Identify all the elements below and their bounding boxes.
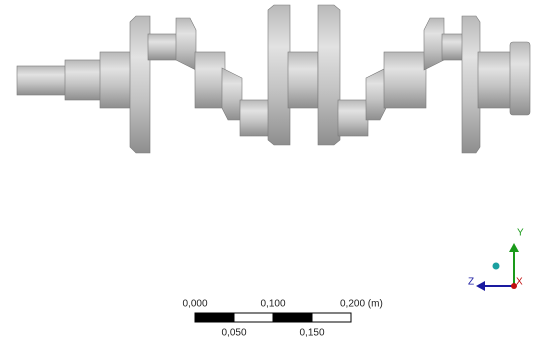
viewport: 0,000 0,100 0,200 (m) 0,050 0,150 Y Z X <box>0 0 534 345</box>
scale-label: 0,200 (m) <box>340 299 383 310</box>
x-axis-label: X <box>516 277 523 288</box>
page: {"scale_bar": {"top_labels": ["0,000", "… <box>0 0 534 345</box>
view-point <box>493 263 500 270</box>
scale-segment <box>195 313 234 322</box>
scale-bar: 0,000 0,100 0,200 (m) 0,050 0,150 <box>182 299 382 339</box>
scale-segment <box>234 313 273 322</box>
crankshaft-model <box>17 5 530 153</box>
axis-triad: Y Z X <box>468 228 524 291</box>
scale-segment <box>312 313 351 322</box>
scale-segment <box>273 313 312 322</box>
scale-label: 0,150 <box>299 328 324 339</box>
z-arrow-head <box>476 281 485 291</box>
scale-label: 0,100 <box>260 299 285 310</box>
scale-label: 0,050 <box>221 328 246 339</box>
y-arrow-head <box>509 243 519 252</box>
scale-label: 0,000 <box>182 299 207 310</box>
y-axis-label: Y <box>517 228 524 239</box>
z-axis-label: Z <box>468 277 474 288</box>
